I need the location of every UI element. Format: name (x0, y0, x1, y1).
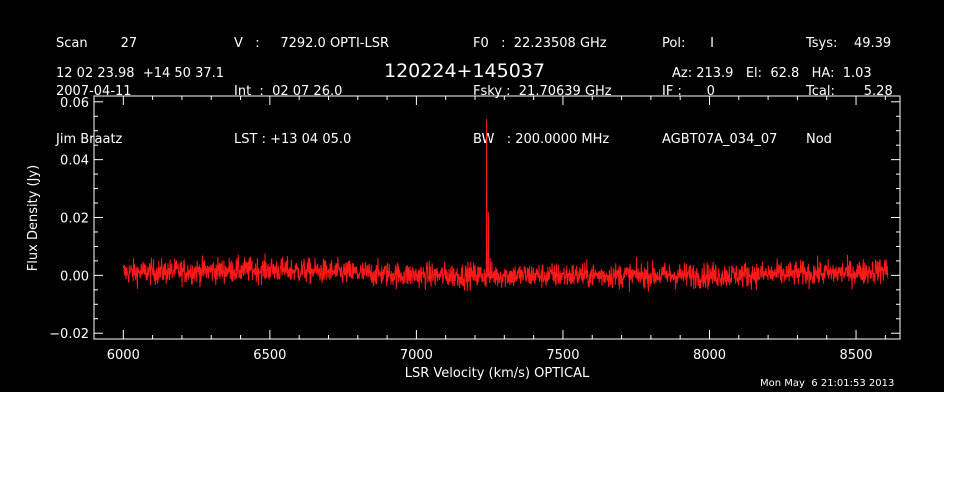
y-tick-label: 0.04 (60, 154, 89, 169)
x-tick-label: 6500 (253, 348, 286, 363)
header-frequency-info: F0 : 22.23508 GHz Fsky : 21.70639 GHz BW… (473, 4, 612, 180)
header-pol: Pol: I (662, 36, 714, 51)
plot-background: Scan 27 2007-04-11 Jim Braatz V : 7292.0… (0, 0, 944, 392)
y-tick-label: 0.00 (60, 269, 89, 284)
spectrum-chart: 6000 6500 7000 7500 8000 8500 −0.02 0.00 0.02 0.0… (26, 95, 901, 381)
header-fsky: Fsky : 21.70639 GHz (473, 84, 612, 99)
timestamp: Mon May 6 21:01:53 2013 (760, 378, 895, 389)
y-tick-label: 0.06 (60, 96, 89, 111)
x-tick-label: 6000 (107, 348, 140, 363)
series-line-flux (122, 119, 889, 292)
header-pol-info: Pol: I IF : 0 AGBT07A_034_07 (662, 4, 777, 180)
y-tick-label: −0.02 (49, 327, 89, 342)
header-observer: Jim Braatz (56, 132, 123, 147)
header-tsys-info: Tsys: 49.39 Tcal: 5.28 Nod (806, 4, 893, 180)
y-axis-label: Flux Density (Jy) (26, 165, 41, 271)
header-coordinates: 12 02 23.98 +14 50 37.1 (56, 66, 225, 81)
header-tcal: Tcal: 5.28 (806, 84, 893, 99)
header-f0: F0 : 22.23508 GHz (473, 36, 607, 51)
x-axis-label: LSR Velocity (km/s) OPTICAL (405, 366, 590, 381)
x-tick-label: 8000 (693, 348, 726, 363)
axis-ticks: 6000 6500 7000 7500 8000 8500 −0.02 0.00 0.02 0.0… (49, 96, 900, 363)
header-lst: LST : +13 04 05.0 (234, 132, 352, 147)
header-az-el-ha: Az: 213.9 El: 62.8 HA: 1.03 (672, 66, 872, 81)
header-velocity: V : 7292.0 OPTI-LSR (234, 36, 390, 51)
header-if: IF : 0 (662, 84, 715, 99)
header-project: AGBT07A_034_07 (662, 132, 778, 147)
header-bw: BW : 200.0000 MHz (473, 132, 610, 147)
x-tick-label: 8500 (839, 348, 872, 363)
x-tick-label: 7500 (546, 348, 579, 363)
series-layer (122, 119, 889, 292)
header-velocity-info: V : 7292.0 OPTI-LSR Int : 02 07 26.0 LST… (234, 4, 389, 180)
header-nod: Nod (806, 132, 832, 147)
header-tsys: Tsys: 49.39 (806, 36, 892, 51)
header-scan: Scan 27 (56, 36, 138, 51)
header-integration: Int : 02 07 26.0 (234, 84, 343, 99)
header-date: 2007-04-11 (56, 84, 132, 99)
x-tick-label: 7000 (400, 348, 433, 363)
source-title: 120224+145037 (384, 60, 545, 82)
y-tick-label: 0.02 (60, 212, 89, 227)
header-scan-info: Scan 27 2007-04-11 Jim Braatz (56, 4, 137, 180)
plot-frame (93, 95, 901, 340)
